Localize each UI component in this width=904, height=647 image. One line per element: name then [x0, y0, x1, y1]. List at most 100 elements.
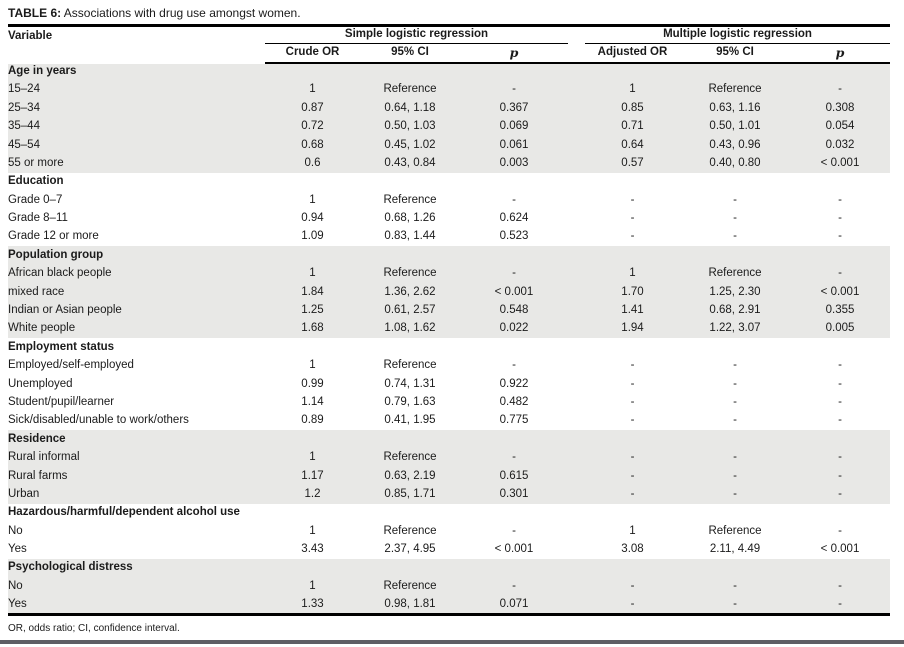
variable-column-header: Variable: [8, 30, 53, 42]
row-value: 0.64, 1.18: [360, 99, 460, 118]
row-value: 0.548: [460, 301, 568, 320]
row-value: 0.68, 2.91: [680, 301, 790, 320]
row-value: 0.68: [265, 136, 360, 155]
row-value: 0.367: [460, 99, 568, 118]
row-value: 3.08: [621, 543, 644, 556]
row-value: -: [838, 359, 842, 372]
row-value: 1.41: [585, 301, 680, 320]
row-value: 1: [309, 524, 316, 537]
row-value: 0.63, 2.19: [360, 467, 460, 486]
row-value: 0.43, 0.84: [360, 154, 460, 173]
row-value: -: [630, 414, 635, 427]
row-value: Reference: [680, 80, 790, 100]
row-value: 2.11, 4.49: [709, 543, 761, 556]
section-header-row: Age in years: [8, 62, 891, 81]
section-header-row: Education: [8, 173, 890, 191]
row-value: -: [838, 524, 842, 537]
table-row: 35–44 0.72 0.50, 1.03 0.069 0.71 0.50, 1.01 0.…: [8, 117, 891, 137]
row-value: 1.17: [265, 467, 360, 486]
row-value: 1: [265, 448, 360, 468]
row-value: -: [630, 212, 635, 225]
row-value: 0.43, 0.96: [680, 136, 790, 155]
ci-column-header-multiple: 95% CI: [680, 43, 790, 64]
row-value: 1: [629, 524, 636, 537]
row-value: -: [680, 577, 790, 596]
column-gap: [568, 522, 585, 540]
row-variable-label: Grade 8–11: [8, 212, 68, 225]
row-value: 0.061: [460, 136, 568, 155]
row-variable-label: 45–54: [8, 136, 265, 155]
row-value: -: [838, 377, 842, 390]
table-row: mixed race 1.84 1.36, 2.62 < 0.001 1.70 1.25,…: [8, 283, 891, 302]
row-value: -: [733, 414, 737, 427]
row-value: Reference: [383, 193, 437, 206]
column-gap: [568, 43, 585, 64]
row-value: 0.61, 2.57: [360, 301, 460, 320]
p-column-header-simple: p: [460, 43, 568, 64]
row-variable-label: Employed/self-employed: [8, 359, 134, 372]
column-gap: [568, 319, 585, 339]
row-value: 0.74, 1.31: [384, 377, 436, 390]
row-value: -: [512, 524, 516, 537]
row-value: 0.63, 1.16: [680, 99, 790, 118]
row-value: 1: [265, 264, 360, 284]
row-value: 0.45, 1.02: [360, 136, 460, 155]
row-value: 0.355: [790, 301, 891, 320]
row-value: 0.003: [460, 154, 568, 173]
table-row: No 1 Reference - - - -: [8, 577, 891, 596]
row-value: -: [680, 448, 790, 468]
column-gap: [568, 228, 585, 246]
table-row: Grade 8–11 0.94 0.68, 1.26 0.624 - - -: [8, 210, 890, 228]
table-row: Indian or Asian people 1.25 0.61, 2.57 0.54…: [8, 301, 891, 320]
row-value: -: [585, 595, 680, 615]
row-value: -: [733, 395, 737, 408]
row-value: 0.071: [460, 595, 568, 615]
row-value: -: [838, 230, 842, 243]
row-value: -: [790, 80, 891, 100]
row-variable-label: Student/pupil/learner: [8, 395, 115, 408]
section-header-row: Hazardous/harmful/dependent alcohol use: [8, 504, 890, 522]
row-value: 0.98, 1.81: [360, 595, 460, 615]
column-gap: [568, 541, 585, 559]
row-value: 0.85: [585, 99, 680, 118]
table-row: Sick/disabled/unable to work/others 0.89 0…: [8, 412, 890, 430]
row-value: 0.922: [499, 377, 529, 390]
row-value: < 0.001: [494, 543, 534, 556]
table-row: Rural farms 1.17 0.63, 2.19 0.615- - -: [8, 467, 891, 486]
row-value: 0.87: [265, 99, 360, 118]
table-row: 15–24 1 Reference -1 Reference -: [8, 80, 891, 100]
section-header-label: Residence: [8, 430, 891, 449]
row-value: < 0.001: [820, 543, 860, 556]
row-variable-label: No: [8, 577, 265, 596]
column-gap: [568, 301, 585, 320]
row-value: -: [838, 212, 842, 225]
row-value: 1: [265, 577, 360, 596]
row-value: 0.94: [301, 212, 324, 225]
column-gap: [568, 191, 585, 209]
crude-or-column-header: Crude OR: [265, 43, 360, 64]
row-variable-label: Grade 0–7: [8, 193, 63, 206]
section-header-label: Employment status: [8, 340, 115, 353]
row-value: 0.069: [460, 117, 568, 137]
row-value: Reference: [708, 524, 762, 537]
row-value: 0.57: [585, 154, 680, 173]
p-column-header-multiple: p: [790, 43, 891, 64]
table-title: TABLE 6: Associations with drug use amon…: [0, 0, 904, 24]
row-value: -: [680, 485, 790, 504]
row-value: Reference: [383, 524, 437, 537]
row-value: -: [790, 595, 891, 615]
row-value: -: [790, 448, 891, 468]
row-value: 1: [309, 359, 316, 372]
table-row: Grade 12 or more 1.09 0.83, 1.44 0.523 - - -: [8, 228, 890, 246]
row-value: 0.624: [499, 212, 529, 225]
multiple-regression-group-header: Multiple logistic regression: [585, 25, 891, 44]
row-value: 0.71: [585, 117, 680, 137]
section-header-row: Residence: [8, 430, 891, 449]
row-variable-label: Rural informal: [8, 448, 265, 468]
row-value: 0.032: [790, 136, 891, 155]
table-row: Yes 1.33 0.98, 1.81 0.071- - -: [8, 595, 891, 615]
row-value: Reference: [680, 264, 790, 284]
row-variable-label: Rural farms: [8, 467, 265, 486]
row-value: 0.85, 1.71: [360, 485, 460, 504]
column-gap: [568, 26, 585, 44]
